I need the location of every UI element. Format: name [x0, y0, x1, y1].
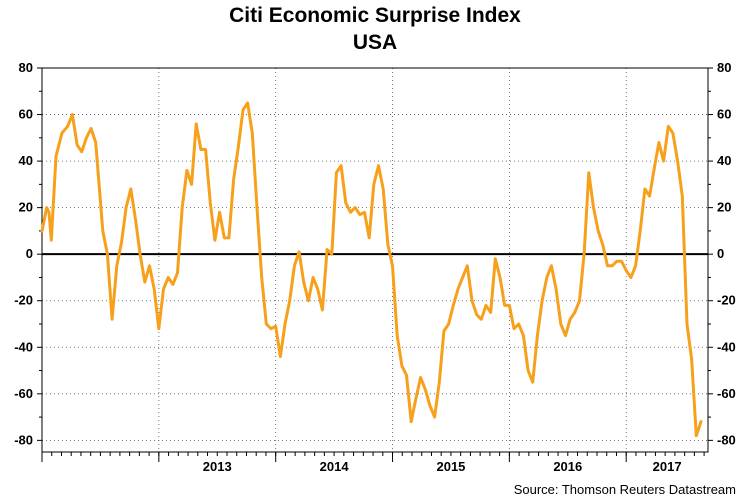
y-tick-label-left: -60 — [14, 386, 33, 401]
y-tick-label-right: 40 — [717, 153, 731, 168]
y-tick-label-left: 60 — [19, 107, 33, 122]
y-tick-label-left: -80 — [14, 432, 33, 447]
plot-frame — [41, 67, 709, 453]
y-tick-label-right: -80 — [717, 432, 736, 447]
y-tick-label-right: -60 — [717, 386, 736, 401]
x-tick-label: 2013 — [203, 459, 232, 474]
x-tick-label: 2016 — [553, 459, 582, 474]
y-tick-label-left: 20 — [19, 200, 33, 215]
y-tick-label-right: 60 — [717, 107, 731, 122]
y-tick-label-left: -20 — [14, 293, 33, 308]
chart-title-line2: USA — [352, 31, 398, 54]
chart-title: Citi Economic Surprise Index USA — [0, 2, 750, 56]
y-tick-label-left: 40 — [19, 153, 33, 168]
y-tick-label-right: 80 — [717, 60, 731, 75]
y-tick-label-right: -20 — [717, 293, 736, 308]
y-tick-label-right: 0 — [717, 246, 724, 261]
y-tick-label-left: -40 — [14, 339, 33, 354]
y-tick-label-left: 80 — [19, 60, 33, 75]
series-line-citi-usa — [40, 101, 703, 438]
y-tick-label-right: -40 — [717, 339, 736, 354]
x-tick-label: 2015 — [436, 459, 465, 474]
y-tick-label-left: 0 — [26, 246, 33, 261]
y-tick-label-right: 20 — [717, 200, 731, 215]
chart-title-line1: Citi Economic Surprise Index — [229, 4, 521, 27]
source-note: Source: Thomson Reuters Datastream — [513, 482, 736, 497]
x-tick-label: 2014 — [320, 459, 350, 474]
x-tick-label: 2017 — [653, 459, 682, 474]
